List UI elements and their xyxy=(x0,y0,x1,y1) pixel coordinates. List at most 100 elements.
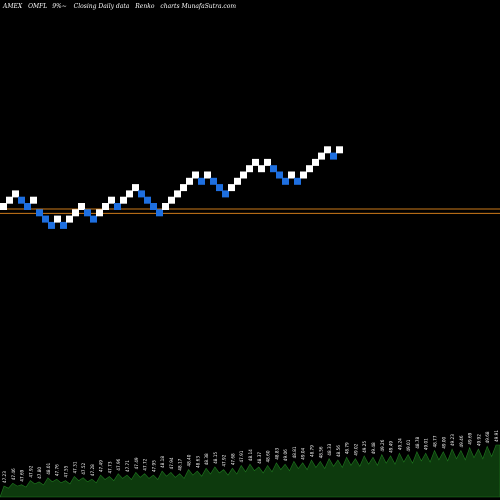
volume-label: 49.49 xyxy=(389,441,394,453)
volume-label: 48.56 xyxy=(318,446,323,458)
renko-brick-down xyxy=(48,221,55,229)
renko-brick-up xyxy=(192,171,199,179)
volume-label: 49.46 xyxy=(459,435,464,447)
renko-brick-up xyxy=(306,165,313,173)
volume-label: 48.17 xyxy=(178,458,183,470)
renko-brick-up xyxy=(66,215,73,223)
renko-brick-down xyxy=(18,196,25,204)
volume-label: 48.79 xyxy=(310,445,315,457)
renko-brick-up xyxy=(312,158,319,166)
renko-brick-down xyxy=(198,177,205,185)
volume-label: 47.80 xyxy=(37,467,42,479)
renko-brick-down xyxy=(276,171,283,179)
renko-brick-up xyxy=(186,177,193,185)
volume-label: 48.77 xyxy=(433,435,438,447)
caption-source: charts MunafaSutra.com xyxy=(160,3,236,10)
volume-label: 49.69 xyxy=(468,432,473,444)
renko-brick-up xyxy=(6,196,13,204)
volume-label: 47.96 xyxy=(116,458,121,470)
volume-label: 49.02 xyxy=(353,443,358,455)
renko-brick-down xyxy=(138,190,145,198)
renko-brick-up xyxy=(168,196,175,204)
renko-brick-up xyxy=(288,171,295,179)
renko-brick-up xyxy=(132,184,139,192)
volume-label: 49.06 xyxy=(283,449,288,461)
volume-label: 49.23 xyxy=(450,434,455,446)
volume-label: 48.33 xyxy=(327,443,332,455)
renko-brick-down xyxy=(156,209,163,217)
volume-label: 48.60 xyxy=(266,450,271,462)
volume-label: 47.95 xyxy=(151,460,156,472)
renko-brick-down xyxy=(24,203,31,210)
volume-label: 47.91 xyxy=(239,450,244,462)
volume-label: 48.15 xyxy=(213,452,218,464)
volume-label: 47.68 xyxy=(230,453,235,465)
volume-label: 48.01 xyxy=(46,462,51,474)
volume-label: 49.04 xyxy=(301,447,306,459)
volume-label: 49.68 xyxy=(485,431,490,443)
renko-brick-down xyxy=(36,209,43,217)
renko-bricks xyxy=(0,146,343,229)
renko-brick-down xyxy=(270,165,277,173)
volume-label: 48.63 xyxy=(195,456,200,468)
volume-label: 48.81 xyxy=(292,446,297,458)
volume-label: 48.83 xyxy=(274,447,279,459)
volume-label: 47.55 xyxy=(64,465,69,477)
volume-label: 48.78 xyxy=(415,436,420,448)
volume-label: 48.56 xyxy=(336,445,341,457)
volume-label: 49.48 xyxy=(371,442,376,454)
volume-area xyxy=(0,444,500,498)
volume-label: 49.91 xyxy=(494,430,499,442)
renko-brick-up xyxy=(336,146,343,154)
volume-label: 47.49 xyxy=(99,460,104,472)
caption-symbol: OMFL xyxy=(28,3,47,10)
renko-brick-up xyxy=(30,196,37,204)
renko-brick-up xyxy=(96,209,103,217)
volume-label: 48.40 xyxy=(187,454,192,466)
volume-label: 47.92 xyxy=(28,465,33,477)
renko-brick-down xyxy=(90,215,97,223)
volume-label: 47.28 xyxy=(90,464,95,476)
renko-brick-up xyxy=(264,158,271,166)
renko-brick-up xyxy=(228,184,235,192)
volume-label: 47.94 xyxy=(169,457,174,469)
renko-brick-up xyxy=(240,171,247,179)
renko-brick-up xyxy=(324,146,331,154)
renko-brick-up xyxy=(300,171,307,179)
renko-brick-down xyxy=(114,203,121,210)
renko-brick-up xyxy=(318,152,325,160)
renko-brick-down xyxy=(150,203,157,210)
renko-brick-up xyxy=(72,209,79,217)
renko-brick-down xyxy=(222,190,229,198)
renko-brick-up xyxy=(0,203,7,210)
renko-brick-up xyxy=(120,196,127,204)
renko-brick-up xyxy=(162,203,169,210)
renko-brick-down xyxy=(84,209,91,217)
renko-brick-up xyxy=(204,171,211,179)
renko-brick-up xyxy=(252,158,259,166)
volume-panel xyxy=(0,444,500,498)
volume-label: 48.18 xyxy=(160,456,165,468)
renko-brick-up xyxy=(234,177,241,185)
volume-label: 47.49 xyxy=(134,457,139,469)
volume-label: 48.79 xyxy=(345,442,350,454)
volume-label: 47.69 xyxy=(20,469,25,481)
renko-brick-down xyxy=(330,152,337,160)
renko-brick-down xyxy=(60,221,67,229)
renko-brick-up xyxy=(12,190,19,198)
volume-label: 47.52 xyxy=(81,462,86,474)
renko-brick-down xyxy=(216,184,223,192)
volume-label: 47.76 xyxy=(55,464,60,476)
volume-label: 47.92 xyxy=(222,454,227,466)
caption-exchange: AMEX xyxy=(2,3,23,10)
renko-brick-up xyxy=(174,190,181,198)
renko-brick-down xyxy=(282,177,289,185)
volume-label: 48.37 xyxy=(257,452,262,464)
renko-brick-down xyxy=(210,177,217,185)
volume-label: 47.31 xyxy=(72,461,77,473)
volume-labels: 47.23 47.46 47.69 47.92 47.80 48.01 47.76 47.55… xyxy=(2,430,499,483)
volume-label: 49.25 xyxy=(362,441,367,453)
renko-brick-down xyxy=(294,177,301,185)
